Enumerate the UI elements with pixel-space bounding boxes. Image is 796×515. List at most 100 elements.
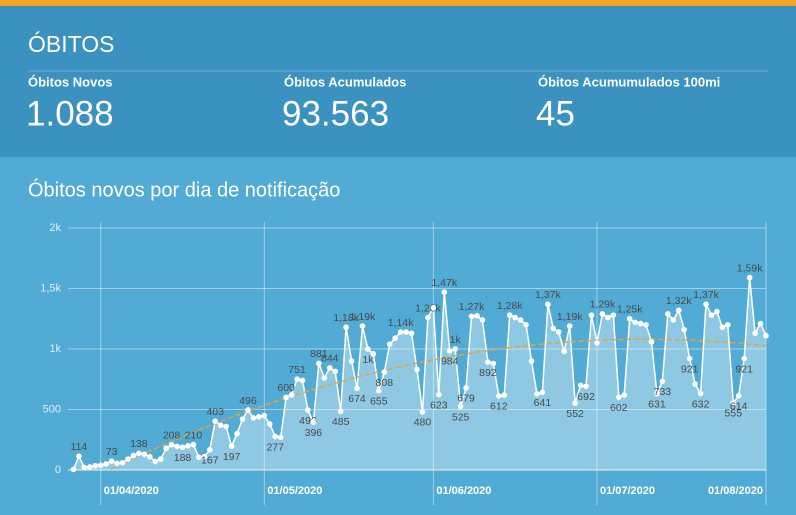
data-point <box>528 358 535 364</box>
data-label: 1,47k <box>431 277 457 289</box>
data-label: 480 <box>414 417 432 429</box>
data-point <box>119 459 126 466</box>
data-point <box>566 323 573 329</box>
data-point <box>757 320 764 327</box>
data-point <box>272 433 279 440</box>
data-point <box>386 341 393 347</box>
data-label: 623 <box>430 399 448 411</box>
chart-title: Óbitos novos por dia de notificação <box>28 178 340 201</box>
data-label: 892 <box>479 367 497 379</box>
data-point <box>632 319 638 326</box>
data-point <box>626 315 633 322</box>
data-point <box>234 430 240 437</box>
data-label: 525 <box>452 411 470 423</box>
kpi-label: Óbitos Acumumulados 100mi <box>538 74 720 89</box>
data-label: 208 <box>163 430 181 442</box>
data-label: 655 <box>370 396 388 408</box>
data-point <box>359 323 366 329</box>
data-point <box>348 358 355 364</box>
data-point <box>294 376 300 382</box>
data-label: 555 <box>725 408 743 420</box>
data-point <box>201 453 208 460</box>
data-point <box>419 409 426 415</box>
data-point <box>436 391 442 398</box>
data-point <box>305 407 311 413</box>
data-point <box>130 452 137 459</box>
data-point <box>76 453 82 460</box>
data-point <box>703 301 709 308</box>
data-point <box>70 466 77 473</box>
data-point <box>87 464 93 470</box>
data-point <box>675 307 682 314</box>
data-point <box>550 325 557 332</box>
top-bar <box>0 0 796 6</box>
data-point <box>495 393 502 399</box>
data-point <box>555 329 562 335</box>
data-point <box>659 378 666 385</box>
data-point <box>501 392 508 398</box>
data-point <box>299 377 306 384</box>
data-label: 1,37k <box>693 289 719 301</box>
data-point <box>239 416 246 422</box>
data-point <box>648 338 655 345</box>
x-tick-label: 01/08/2020 <box>708 485 763 497</box>
data-point <box>256 413 262 420</box>
data-point <box>408 330 415 337</box>
data-point <box>545 301 551 308</box>
data-label: 188 <box>174 452 192 464</box>
section-title: ÓBITOS <box>28 31 115 57</box>
data-label: 197 <box>223 451 241 463</box>
data-point <box>512 314 518 321</box>
data-point <box>141 451 148 458</box>
data-point <box>654 390 660 397</box>
data-point <box>376 387 382 394</box>
y-tick-label: 1,5k <box>40 282 61 294</box>
data-point <box>163 445 169 452</box>
data-label: 844 <box>321 353 339 365</box>
data-point <box>523 322 529 328</box>
data-label: 1,19k <box>557 311 583 323</box>
data-point <box>168 442 175 448</box>
header-panel <box>0 0 796 157</box>
data-label: 277 <box>266 441 284 453</box>
data-point <box>708 312 715 318</box>
data-point <box>425 314 431 321</box>
data-point <box>506 312 513 318</box>
data-label: 1,19k <box>350 311 376 323</box>
kpi-label: Óbitos Acumulados <box>284 74 406 89</box>
x-tick-label: 01/04/2020 <box>104 485 159 497</box>
data-point <box>212 418 219 425</box>
data-point <box>266 421 273 427</box>
data-point <box>174 443 180 450</box>
data-point <box>81 464 88 471</box>
data-label: 679 <box>457 393 475 405</box>
kpi-value: 93.563 <box>282 94 389 133</box>
x-tick-label: 01/06/2020 <box>436 485 491 497</box>
data-point <box>588 312 595 318</box>
data-point <box>283 394 289 401</box>
data-label: 632 <box>692 398 710 410</box>
data-point <box>261 412 268 419</box>
data-point <box>337 408 344 415</box>
data-label: 631 <box>648 398 666 410</box>
data-label: 1k <box>362 354 374 366</box>
data-point <box>665 311 671 317</box>
data-point <box>206 446 213 453</box>
data-point <box>457 403 464 410</box>
data-label: 396 <box>305 427 323 439</box>
data-point <box>190 441 197 448</box>
data-point <box>463 385 469 391</box>
data-point <box>446 348 453 354</box>
data-label: 114 <box>71 441 88 453</box>
data-point <box>108 458 115 464</box>
data-point <box>599 311 606 317</box>
data-point <box>594 340 600 346</box>
data-point <box>354 385 360 392</box>
data-label: 496 <box>239 395 257 407</box>
data-point <box>146 453 153 460</box>
data-point <box>370 351 377 357</box>
data-point <box>725 322 731 328</box>
data-label: 614 <box>730 400 748 412</box>
y-tick-label: 1k <box>49 343 61 355</box>
data-point <box>763 332 769 339</box>
